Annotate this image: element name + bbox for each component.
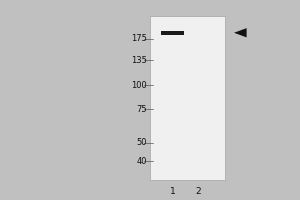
Text: 50: 50 bbox=[136, 138, 147, 147]
Polygon shape bbox=[234, 28, 247, 37]
Text: 75: 75 bbox=[136, 105, 147, 114]
Text: 40: 40 bbox=[136, 157, 147, 166]
Text: 175: 175 bbox=[131, 34, 147, 43]
Text: 2: 2 bbox=[195, 188, 201, 196]
Bar bbox=[161, 31, 184, 35]
Text: 135: 135 bbox=[131, 56, 147, 65]
Text: 100: 100 bbox=[131, 81, 147, 90]
Text: 1: 1 bbox=[169, 188, 175, 196]
Bar bbox=[150, 16, 225, 180]
